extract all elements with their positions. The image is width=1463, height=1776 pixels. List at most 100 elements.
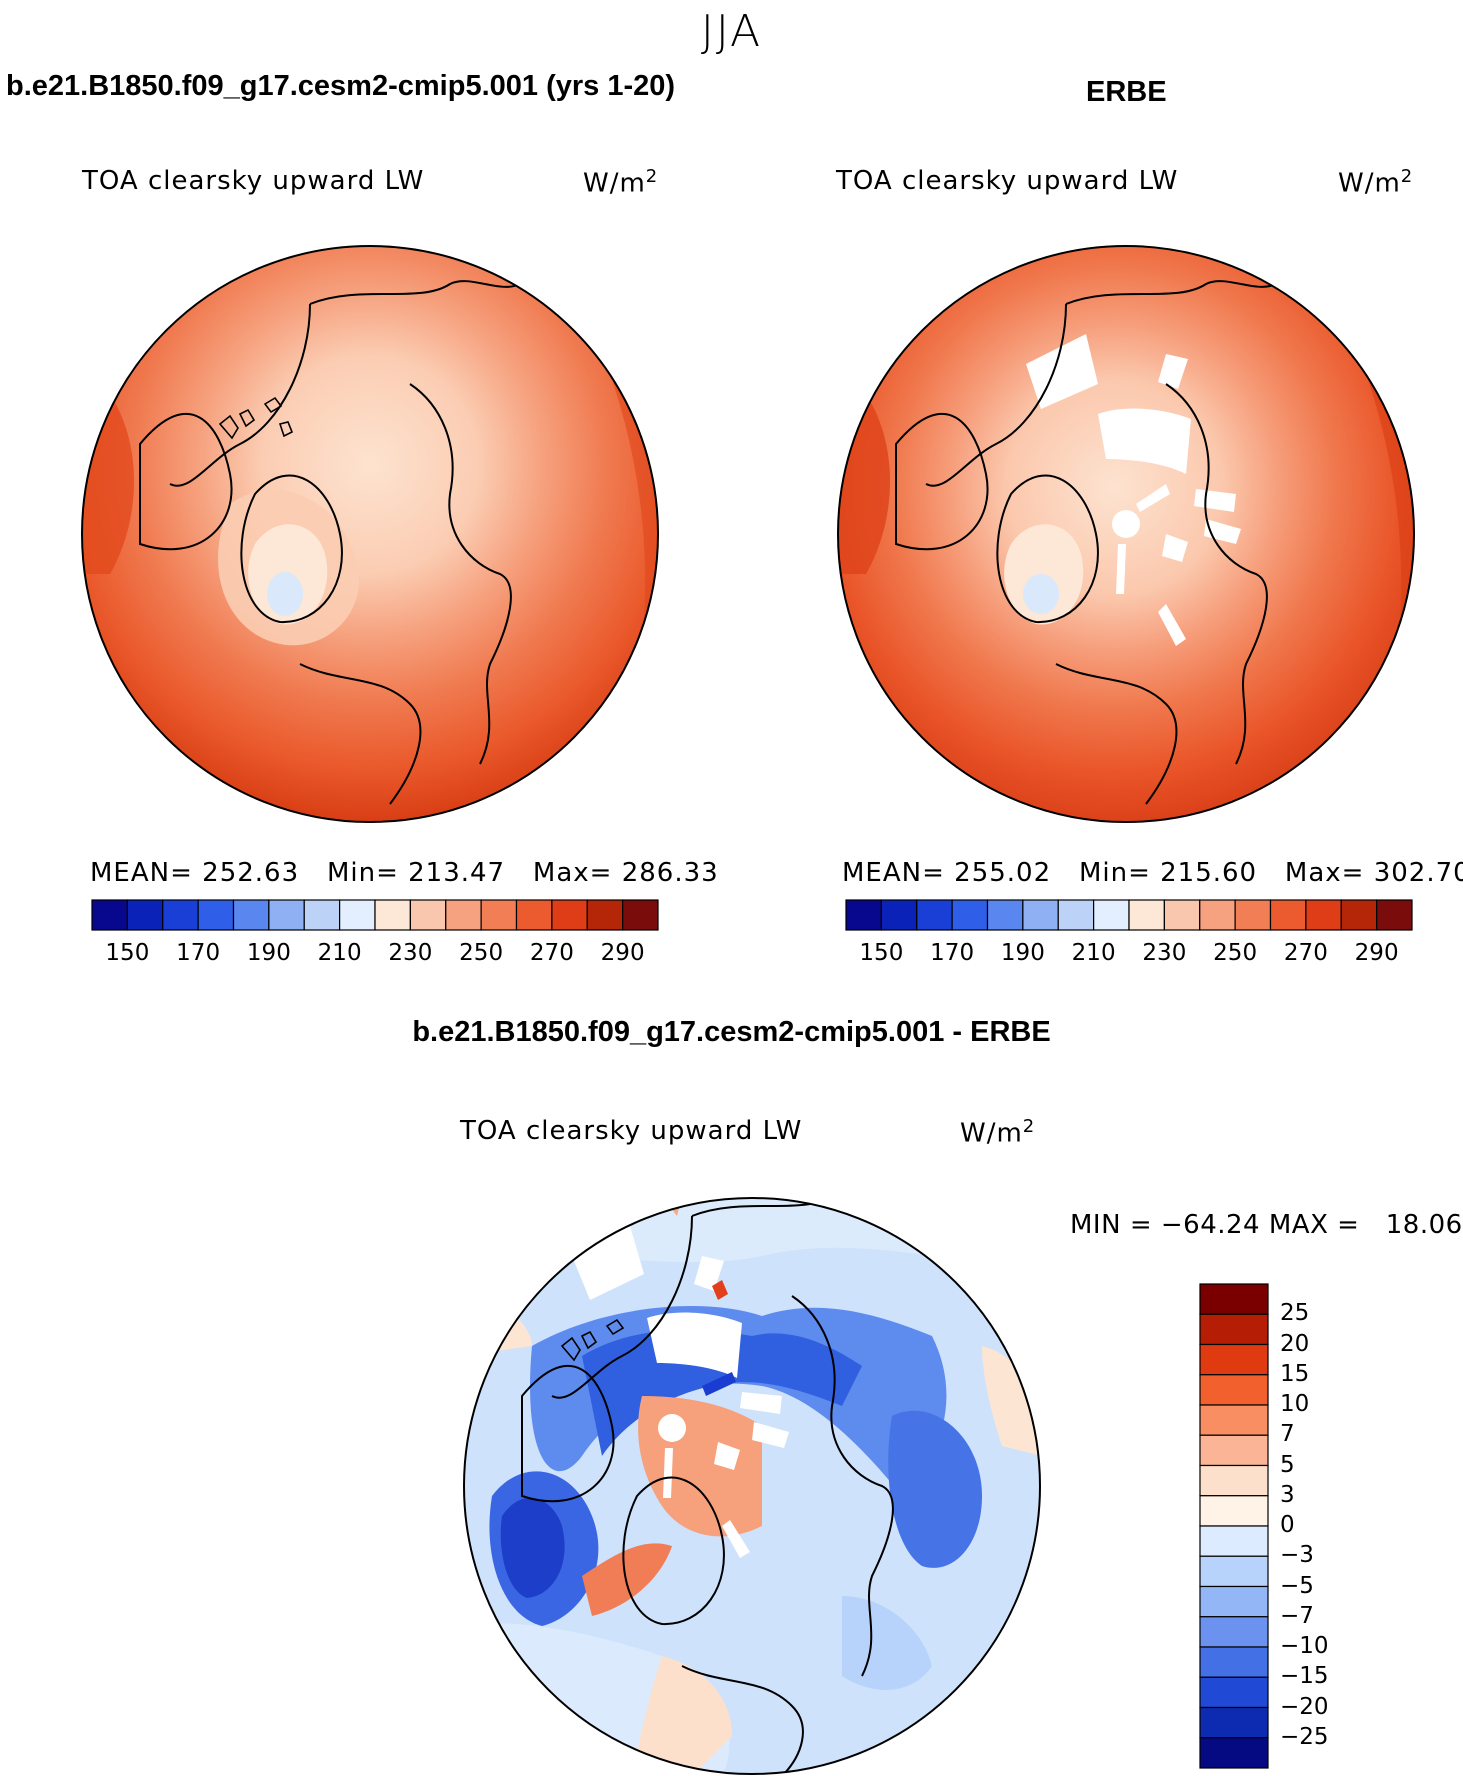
colorbar-tick-label: 210 bbox=[1071, 940, 1116, 966]
colorbar-tick-label: 230 bbox=[1142, 940, 1187, 966]
colorbar-swatch bbox=[1199, 1434, 1269, 1467]
colorbar-tick-label: 20 bbox=[1280, 1330, 1310, 1357]
colorbar-tick-label: −5 bbox=[1280, 1572, 1314, 1599]
colorbar-swatch bbox=[1199, 899, 1236, 931]
colorbar-tick-label: 190 bbox=[1000, 940, 1045, 966]
colorbar-tick-label: 290 bbox=[1354, 940, 1399, 966]
colorbar-tick-label: 10 bbox=[1280, 1391, 1310, 1417]
colorbar-swatch bbox=[1199, 1374, 1269, 1406]
colorbar-swatch bbox=[986, 899, 1024, 931]
colorbar-swatch bbox=[845, 899, 882, 931]
panel-1-polar-map bbox=[81, 245, 659, 823]
colorbar-tick-label: 170 bbox=[930, 940, 975, 966]
colorbar-tick-label: 190 bbox=[246, 940, 291, 966]
panel-2-stats: MEAN= 255.02 Min= 215.60 Max= 302.70 bbox=[842, 858, 1463, 888]
colorbar-swatch bbox=[1199, 1676, 1269, 1709]
colorbar-swatch bbox=[1234, 899, 1272, 931]
colorbar-swatch bbox=[1057, 899, 1095, 931]
colorbar-tick-label: 25 bbox=[1280, 1300, 1310, 1327]
colorbar-swatch bbox=[1305, 899, 1342, 931]
colorbar-swatch bbox=[880, 899, 918, 931]
panel-3-colorbar bbox=[1199, 1283, 1269, 1769]
panel-3-stats: MIN = −64.24 MAX = 18.06 bbox=[1070, 1210, 1463, 1240]
colorbar-swatch bbox=[951, 899, 989, 931]
colorbar-tick-label: 250 bbox=[1213, 940, 1258, 966]
panel-1-stats: MEAN= 252.63 Min= 213.47 Max= 286.33 bbox=[90, 858, 719, 888]
colorbar-swatch bbox=[622, 899, 659, 931]
panel-3-colorbar-ticks: 25 20 15 10 7 5 3 0 −3 −5 −7 −10 −15 −20 −25 bbox=[1280, 1284, 1380, 1768]
colorbar-tick-label: −20 bbox=[1280, 1693, 1329, 1720]
colorbar-swatch bbox=[1199, 1404, 1269, 1436]
colorbar-tick-label: 3 bbox=[1280, 1481, 1295, 1508]
colorbar-swatch bbox=[1199, 1646, 1269, 1678]
colorbar-swatch bbox=[1199, 1313, 1269, 1346]
colorbar-swatch bbox=[162, 899, 199, 931]
colorbar-tick-label: 230 bbox=[388, 940, 433, 966]
colorbar-tick-label: 5 bbox=[1280, 1451, 1295, 1478]
colorbar-swatch bbox=[374, 899, 411, 931]
colorbar-swatch bbox=[445, 899, 482, 931]
colorbar-swatch bbox=[1199, 1495, 1269, 1527]
panel-2-colorbar-ticks: 150 170 190 210 230 250 270 290 bbox=[846, 940, 1412, 970]
panel-1-colorbar bbox=[91, 899, 659, 931]
colorbar-tick-label: 210 bbox=[317, 940, 362, 966]
colorbar-tick-label: −25 bbox=[1280, 1723, 1329, 1750]
colorbar-swatch bbox=[91, 899, 128, 931]
colorbar-swatch bbox=[1269, 899, 1307, 931]
colorbar-swatch bbox=[1199, 1343, 1269, 1376]
panel-2-variable-label: TOA clearsky upward LW bbox=[836, 166, 1179, 196]
colorbar-swatch bbox=[1163, 899, 1201, 931]
colorbar-tick-label: 170 bbox=[176, 940, 221, 966]
colorbar-swatch bbox=[1022, 899, 1059, 931]
colorbar-swatch bbox=[551, 899, 588, 931]
colorbar-tick-label: −15 bbox=[1280, 1663, 1329, 1690]
colorbar-swatch bbox=[1199, 1555, 1269, 1588]
panel-2-units: W/m2 bbox=[1338, 166, 1414, 199]
panel-1-units: W/m2 bbox=[583, 166, 659, 199]
colorbar-tick-label: 250 bbox=[459, 940, 504, 966]
colorbar-tick-label: 270 bbox=[1283, 940, 1328, 966]
panel-1-variable-label: TOA clearsky upward LW bbox=[82, 166, 425, 196]
panel-3-units: W/m2 bbox=[960, 1116, 1036, 1149]
colorbar-swatch bbox=[1376, 899, 1413, 931]
colorbar-tick-label: 15 bbox=[1280, 1360, 1310, 1387]
panel-2-polar-map bbox=[837, 245, 1415, 823]
panel-3-polar-map bbox=[463, 1197, 1041, 1775]
colorbar-tick-label: 150 bbox=[859, 940, 904, 966]
colorbar-swatch bbox=[1199, 1616, 1269, 1648]
colorbar-swatch bbox=[1199, 1737, 1269, 1769]
colorbar-swatch bbox=[916, 899, 953, 931]
colorbar-swatch bbox=[1340, 899, 1378, 931]
colorbar-swatch bbox=[586, 899, 624, 931]
colorbar-tick-label: 0 bbox=[1280, 1512, 1295, 1538]
colorbar-swatch bbox=[515, 899, 553, 931]
colorbar-swatch bbox=[1199, 1283, 1269, 1315]
colorbar-swatch bbox=[480, 899, 518, 931]
colorbar-tick-label: −7 bbox=[1280, 1602, 1314, 1629]
colorbar-swatch bbox=[126, 899, 164, 931]
colorbar-tick-label: 270 bbox=[529, 940, 574, 966]
figure-title: JJA bbox=[700, 6, 763, 57]
colorbar-swatch bbox=[1128, 899, 1165, 931]
colorbar-tick-label: 7 bbox=[1280, 1421, 1295, 1448]
colorbar-tick-label: 150 bbox=[105, 940, 150, 966]
panel-3-title: b.e21.B1850.f09_g17.cesm2-cmip5.001 - ER… bbox=[412, 1016, 1051, 1048]
colorbar-swatch bbox=[303, 899, 341, 931]
colorbar-tick-label: −3 bbox=[1280, 1542, 1314, 1569]
colorbar-swatch bbox=[409, 899, 447, 931]
colorbar-tick-label: 290 bbox=[600, 940, 645, 966]
colorbar-swatch bbox=[268, 899, 305, 931]
colorbar-swatch bbox=[1199, 1464, 1269, 1497]
colorbar-swatch bbox=[1199, 1585, 1269, 1618]
panel-3-variable-label: TOA clearsky upward LW bbox=[460, 1116, 803, 1146]
colorbar-swatch bbox=[1199, 1525, 1269, 1557]
panel-1-colorbar-ticks: 150 170 190 210 230 250 270 290 bbox=[92, 940, 658, 970]
colorbar-swatch bbox=[1093, 899, 1130, 931]
colorbar-swatch bbox=[197, 899, 235, 931]
panel-2-title: ERBE bbox=[1086, 76, 1167, 108]
colorbar-tick-label: −10 bbox=[1280, 1633, 1329, 1659]
panel-1-title: b.e21.B1850.f09_g17.cesm2-cmip5.001 (yrs… bbox=[6, 70, 676, 102]
panel-2-colorbar bbox=[845, 899, 1413, 931]
colorbar-swatch bbox=[339, 899, 376, 931]
colorbar-swatch bbox=[1199, 1706, 1269, 1739]
